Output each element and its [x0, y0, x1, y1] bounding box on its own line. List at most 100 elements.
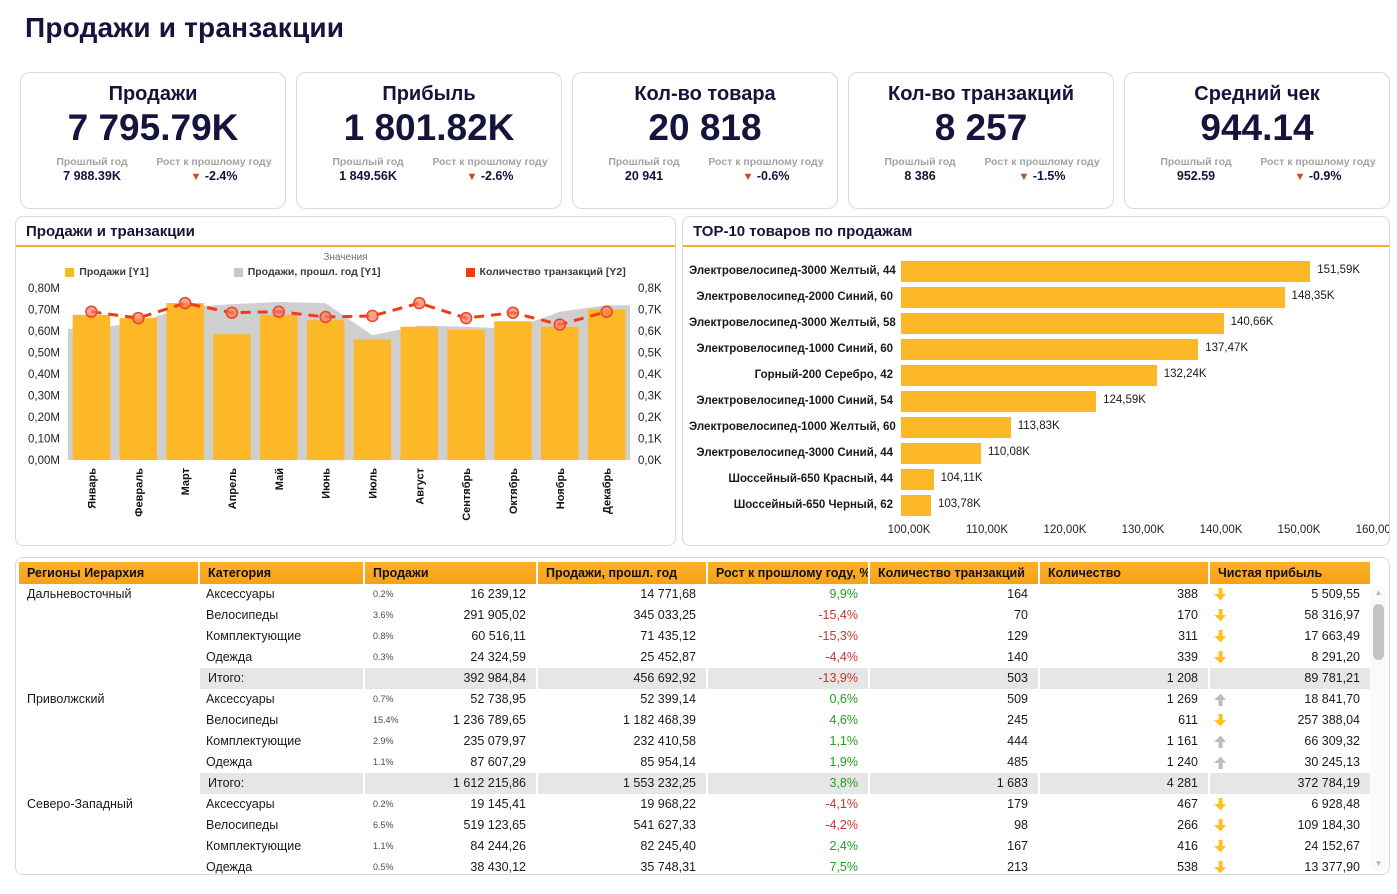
sales-bar[interactable] — [587, 309, 625, 461]
sales-bar[interactable] — [446, 329, 485, 460]
sales-bar[interactable] — [165, 303, 204, 460]
y2-axis-label: 0,2K — [638, 412, 662, 424]
cell-profit: 257 388,04 — [1208, 710, 1370, 731]
kpi-card[interactable]: Продажи 7 795.79K Прошлый год 7 988.39K Рост… — [20, 72, 286, 209]
kpi-footer: Прошлый год 20 941 Рост к прошлому году ▼ -… — [573, 156, 837, 183]
cell-category: Итого: — [198, 668, 363, 689]
scroll-up-icon[interactable]: ▲ — [1374, 588, 1383, 597]
kpi-prev-label: Прошлый год — [608, 155, 680, 168]
table-row[interactable]: Комплектующие 2.9% 235 079,97 232 410,58 1,1… — [19, 731, 1370, 752]
table-row[interactable]: Велосипеды 6.5% 519 123,65 541 627,33 -4,2% 9… — [19, 815, 1370, 836]
x-axis-label: Апрель — [226, 468, 238, 509]
table-column-header[interactable]: Продажи — [363, 562, 536, 584]
table-row[interactable]: Одежда 1.1% 87 607,29 85 954,14 1,9% 485 1 240… — [19, 752, 1370, 773]
transactions-point[interactable] — [459, 311, 472, 325]
table-row[interactable]: Одежда 0.5% 38 430,12 35 748,31 7,5% 213 538 13… — [19, 857, 1370, 874]
table-row[interactable]: Велосипеды 15.4% 1 236 789,65 1 182 468,39 4… — [19, 710, 1370, 731]
sales-bar[interactable] — [400, 326, 438, 460]
combo-chart: 0,00M 0,0K 0,10M 0,1K 0,20M 0,2K 0,30M 0,3K 0,40… — [28, 283, 662, 521]
top10-row: Шоссейный-650 Красный, 44 104,11K — [689, 466, 1377, 492]
transactions-point[interactable] — [553, 318, 566, 331]
transactions-point[interactable] — [272, 305, 285, 318]
transactions-point[interactable] — [506, 306, 519, 319]
cell-category: Комплектующие — [206, 734, 302, 748]
table-total-row[interactable]: Итого: 1 612 215,86 1 553 232,25 3,8% 1 683 4… — [19, 773, 1370, 794]
kpi-growth-value: ▼ -2.4% — [190, 168, 238, 183]
top10-bar-track: 148,35K — [901, 286, 1377, 308]
table-column-header[interactable]: Количество — [1038, 562, 1208, 584]
transactions-point[interactable] — [131, 311, 145, 325]
top10-bar-track: 103,78K — [901, 494, 1377, 516]
top10-bar[interactable] — [901, 260, 1311, 282]
sales-bar[interactable] — [212, 334, 251, 460]
top10-category-label: Электровелосипед-1000 Желтый, 60 — [689, 421, 896, 433]
top10-category-label: Шоссейный-650 Черный, 62 — [733, 499, 893, 511]
transactions-point[interactable] — [225, 306, 238, 319]
top10-bar[interactable] — [901, 312, 1224, 334]
arrow-down-icon — [1214, 840, 1232, 853]
sales-bar[interactable] — [493, 321, 532, 460]
top10-value-label: 151,59K — [1317, 263, 1361, 276]
arrow-down-icon — [1214, 609, 1232, 622]
top10-bar[interactable] — [901, 286, 1285, 308]
cell-growth: 0,6% — [829, 692, 859, 706]
table-row[interactable]: Велосипеды 3.6% 291 905,02 345 033,25 -15,4%… — [19, 605, 1370, 626]
top10-bar[interactable] — [901, 494, 931, 516]
table-row[interactable]: Северо-Западный Аксессуары 0.2% 19 145,41 19… — [19, 794, 1370, 815]
transactions-point[interactable] — [318, 310, 332, 324]
kpi-card[interactable]: Средний чек 944.14 Прошлый год 952.59 Рост к… — [1124, 72, 1390, 209]
kpi-card[interactable]: Кол-во транзакций 8 257 Прошлый год 8 386 Ро… — [848, 72, 1114, 209]
top10-value-label: 140,66K — [1230, 315, 1274, 328]
cell-region — [19, 836, 198, 857]
transactions-point[interactable] — [178, 296, 191, 310]
top10-bar[interactable] — [901, 364, 1157, 386]
cell-category: Велосипеды — [206, 608, 279, 622]
legend-item[interactable]: Количество транзакций [Y2] — [465, 266, 626, 278]
table-row[interactable]: Дальневосточный Аксессуары 0.2% 16 239,12 14… — [19, 584, 1370, 605]
table-row[interactable]: Комплектующие 1.1% 84 244,26 82 245,40 2,4% 1… — [19, 836, 1370, 857]
transactions-point[interactable] — [84, 305, 98, 318]
top10-bar[interactable] — [901, 390, 1097, 412]
transactions-point[interactable] — [365, 309, 379, 323]
prev-year-area[interactable] — [67, 302, 630, 460]
table-column-header[interactable]: Рост к прошлому году, % — [706, 562, 868, 584]
sales-bar[interactable] — [119, 318, 157, 460]
table-column-header[interactable]: Продажи, прошл. год — [536, 562, 706, 584]
cell-sales: 0.2% 19 145,41 — [363, 794, 536, 815]
table-row[interactable]: Приволжский Аксессуары 0.7% 52 738,95 52 399… — [19, 689, 1370, 710]
top10-bar[interactable] — [901, 442, 981, 464]
y2-axis-label: 0,6K — [638, 326, 662, 338]
scrollbar-thumb[interactable] — [1373, 604, 1384, 660]
sales-bar[interactable] — [353, 339, 391, 460]
cell-growth: 2,4% — [829, 839, 859, 853]
table-column-header[interactable]: Чистая прибыль — [1208, 562, 1370, 584]
table-column-header[interactable]: Категория — [198, 562, 363, 584]
table-column-header[interactable]: Количество транзакций — [868, 562, 1038, 584]
table-total-row[interactable]: Итого: 392 984,84 456 692,92 -13,9% 503 1 208… — [19, 668, 1370, 689]
x-axis-label: Июнь — [320, 468, 332, 499]
top10-bar[interactable] — [901, 338, 1199, 360]
sales-bar[interactable] — [306, 320, 344, 461]
cell-transactions: 485 — [1007, 755, 1028, 769]
sales-bar[interactable] — [72, 314, 110, 460]
kpi-growth-label: Рост к прошлому году — [708, 155, 824, 168]
table-row[interactable]: Одежда 0.3% 24 324,59 25 452,87 -4,4% 140 339 8… — [19, 647, 1370, 668]
table-scrollbar[interactable]: ▲ ▼ — [1371, 586, 1386, 871]
table-row[interactable]: Комплектующие 0.8% 60 516,11 71 435,12 -15,3… — [19, 626, 1370, 647]
top10-bar[interactable] — [901, 416, 1011, 438]
table-column-header[interactable]: Регионы Иерархия — [19, 562, 198, 584]
top10-bar-track: 151,59K — [901, 260, 1377, 282]
top10-bar[interactable] — [901, 468, 934, 490]
transactions-point[interactable] — [599, 305, 613, 318]
sales-share-label: 0.2% — [373, 589, 394, 599]
kpi-card[interactable]: Прибыль 1 801.82K Прошлый год 1 849.56K Рост… — [296, 72, 562, 209]
kpi-footer: Прошлый год 7 988.39K Рост к прошлому году… — [21, 156, 285, 183]
x-axis-label: Октябрь — [507, 468, 519, 514]
transactions-point[interactable] — [412, 296, 426, 310]
scroll-down-icon[interactable]: ▼ — [1374, 859, 1383, 868]
legend-item[interactable]: Продажи [Y1] — [65, 266, 149, 278]
sales-bar[interactable] — [259, 314, 298, 460]
kpi-card[interactable]: Кол-во товара 20 818 Прошлый год 20 941 Рост… — [572, 72, 838, 209]
sales-bar[interactable] — [540, 326, 579, 460]
legend-item[interactable]: Продажи, прошл. год [Y1] — [233, 266, 381, 278]
